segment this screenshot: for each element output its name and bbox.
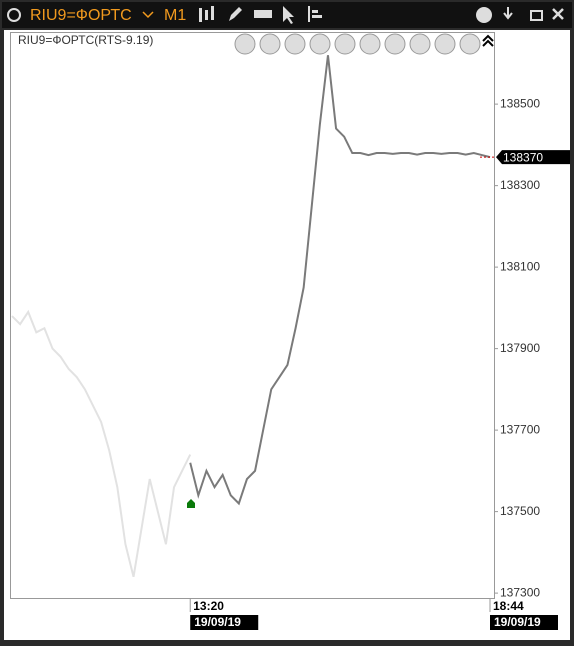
- y-tick-label: 137500: [500, 504, 540, 518]
- dropdown-arrow[interactable]: [142, 11, 154, 19]
- collapse[interactable]: [482, 34, 494, 47]
- plot-area: [10, 32, 495, 599]
- toolbar-icons[interactable]: [199, 6, 564, 24]
- symbol[interactable]: RIU9=ФОРТС: [30, 7, 132, 24]
- y-tick-label: 137900: [500, 341, 540, 355]
- status-icon[interactable]: [7, 8, 21, 22]
- date-label: 19/09/19: [494, 615, 541, 629]
- price-line: [11, 309, 192, 578]
- y-tick-label: 137700: [500, 422, 540, 436]
- y-tick-label: 137300: [500, 585, 540, 599]
- date-label: 19/09/19: [194, 615, 241, 629]
- last-price-tag: [496, 150, 570, 165]
- price-line: [189, 55, 491, 506]
- buy-marker: [187, 499, 195, 508]
- date-box: [490, 615, 558, 630]
- date-box: [190, 615, 259, 630]
- y-tick-label: 138100: [500, 259, 540, 273]
- last-price-label: 138370: [503, 150, 543, 164]
- x-tick-label: 18:44: [493, 599, 524, 613]
- timeframe[interactable]: M1: [164, 7, 186, 24]
- nav-buttons[interactable]: [234, 33, 481, 55]
- chart-title: RIU9=ФОРТС(RTS-9.19): [18, 33, 153, 47]
- y-tick-label: 138500: [500, 96, 540, 110]
- x-tick-label: 13:20: [193, 599, 224, 613]
- y-tick-label: 138300: [500, 178, 540, 192]
